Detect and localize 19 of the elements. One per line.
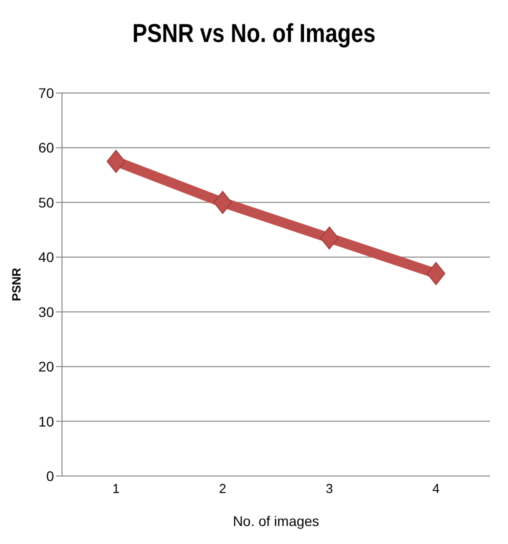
y-tick-label: 0	[46, 468, 54, 484]
point	[106, 150, 126, 173]
y-tick-label: 70	[38, 84, 54, 101]
chart-title: PSNR vs No. of Images	[131, 17, 377, 50]
y-tick-label: 20	[38, 358, 54, 375]
y-tick-label: 60	[38, 140, 54, 156]
y-axis-title: PSNR	[9, 268, 24, 302]
y-tick-label: 30	[38, 304, 54, 320]
x-tick-label: 3	[326, 481, 333, 496]
x-tick-label: 4	[432, 481, 440, 496]
y-tick-label: 10	[38, 413, 54, 430]
x-tick-label: 1	[112, 481, 120, 496]
point	[213, 190, 232, 214]
y-tick-label: 50	[38, 194, 54, 210]
x-tick-label: 2	[219, 481, 226, 496]
x-axis-title: No. of images	[232, 513, 320, 529]
point	[426, 262, 446, 286]
y-tick-label: 40	[38, 249, 54, 266]
point	[320, 226, 339, 250]
